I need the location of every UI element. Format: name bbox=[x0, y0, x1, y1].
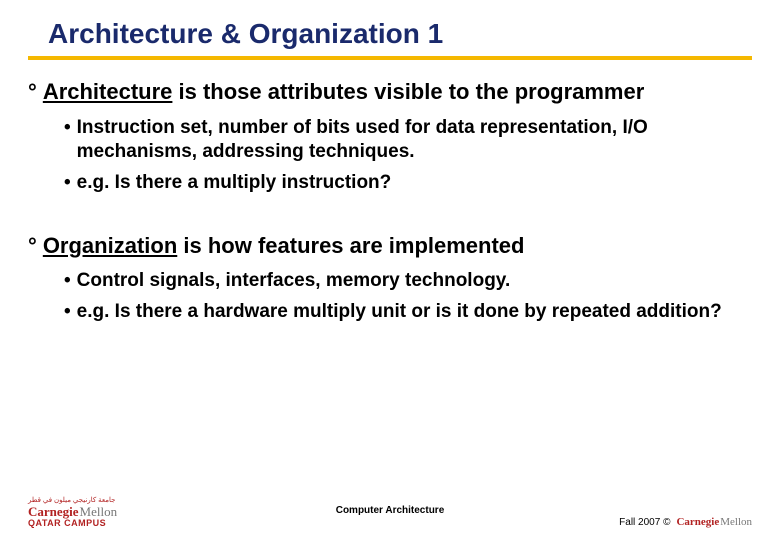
bullet-dot: • bbox=[64, 171, 71, 196]
slide-container: Architecture & Organization 1 ° Architec… bbox=[0, 0, 780, 540]
cmu-arabic-text: جامعة كارنيجي ميلون في قطر bbox=[28, 497, 115, 504]
list-item: • e.g. Is there a multiply instruction? bbox=[64, 171, 752, 196]
heading-rest: is how features are implemented bbox=[177, 233, 524, 258]
cmu-word-carnegie-small: Carnegie bbox=[676, 516, 719, 528]
cmu-word-carnegie: Carnegie bbox=[28, 505, 79, 518]
bullet-text: e.g. Is there a multiply instruction? bbox=[77, 171, 392, 196]
list-item: • Instruction set, number of bits used f… bbox=[64, 116, 752, 165]
bullet-text: e.g. Is there a hardware multiply unit o… bbox=[77, 300, 722, 325]
cmu-logo-small: Carnegie Mellon bbox=[676, 516, 752, 528]
bullet-dot: • bbox=[64, 269, 71, 294]
list-item: • e.g. Is there a hardware multiply unit… bbox=[64, 300, 752, 325]
term-organization: Organization bbox=[43, 233, 177, 258]
footer-left-logo: جامعة كارنيجي ميلون في قطر Carnegie Mell… bbox=[28, 497, 117, 528]
footer-center-text: Computer Architecture bbox=[336, 505, 445, 516]
sub-list-architecture: • Instruction set, number of bits used f… bbox=[28, 116, 752, 196]
heading-rest: is those attributes visible to the progr… bbox=[172, 79, 644, 104]
footer-term-text: Fall 2007 © bbox=[619, 517, 670, 528]
cmu-campus-label: QATAR CAMPUS bbox=[28, 519, 106, 528]
bullet-text: Control signals, interfaces, memory tech… bbox=[77, 269, 511, 294]
cmu-word-mellon-small: Mellon bbox=[720, 516, 752, 528]
footer-right: Fall 2007 © Carnegie Mellon bbox=[619, 516, 752, 528]
cmu-word-mellon: Mellon bbox=[80, 505, 118, 518]
list-item: • Control signals, interfaces, memory te… bbox=[64, 269, 752, 294]
section-organization: ° Organization is how features are imple… bbox=[28, 232, 752, 325]
term-architecture: Architecture bbox=[43, 79, 173, 104]
heading-text: Architecture is those attributes visible… bbox=[43, 78, 644, 106]
degree-bullet: ° bbox=[28, 232, 37, 260]
heading-text: Organization is how features are impleme… bbox=[43, 232, 525, 260]
cmu-logo: جامعة كارنيجي ميلون في قطر Carnegie Mell… bbox=[28, 497, 117, 528]
heading-organization: ° Organization is how features are imple… bbox=[28, 232, 752, 260]
degree-bullet: ° bbox=[28, 78, 37, 106]
cmu-wordmark: Carnegie Mellon bbox=[28, 505, 117, 518]
bullet-dot: • bbox=[64, 300, 71, 325]
title-underline bbox=[28, 56, 752, 60]
slide-footer: جامعة كارنيجي ميلون في قطر Carnegie Mell… bbox=[0, 497, 780, 528]
heading-architecture: ° Architecture is those attributes visib… bbox=[28, 78, 752, 106]
slide-title: Architecture & Organization 1 bbox=[28, 18, 752, 56]
bullet-dot: • bbox=[64, 116, 71, 141]
bullet-text: Instruction set, number of bits used for… bbox=[77, 116, 752, 165]
section-architecture: ° Architecture is those attributes visib… bbox=[28, 78, 752, 196]
sub-list-organization: • Control signals, interfaces, memory te… bbox=[28, 269, 752, 324]
